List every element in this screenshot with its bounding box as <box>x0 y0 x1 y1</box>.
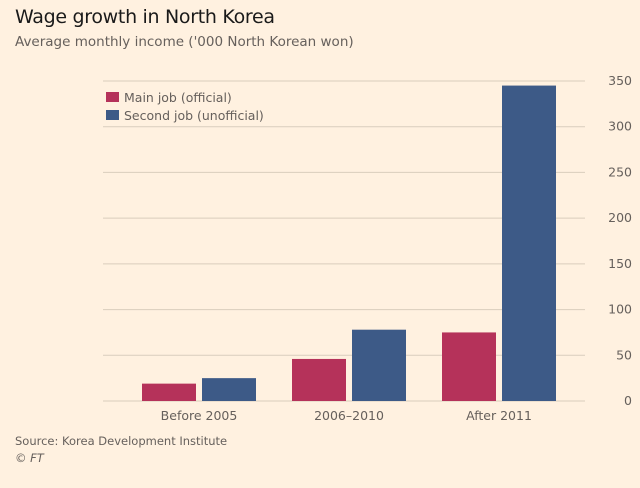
legend-label: Main job (official) <box>124 90 232 105</box>
y-tick-label: 100 <box>608 302 632 317</box>
y-tick-label: 50 <box>616 347 632 362</box>
legend-swatch <box>106 110 119 120</box>
chart-subtitle: Average monthly income ('000 North Korea… <box>15 34 354 50</box>
x-tick-label: Before 2005 <box>161 408 238 423</box>
legend-label: Second job (unofficial) <box>124 108 264 123</box>
y-tick-label: 350 <box>608 73 632 88</box>
x-tick-label: After 2011 <box>466 408 532 423</box>
bar-main-job <box>292 358 346 401</box>
credit-note: © FT <box>15 451 44 465</box>
y-tick-label: 250 <box>608 164 632 179</box>
source-note: Source: Korea Development Institute <box>15 434 228 448</box>
legend-swatch <box>106 92 119 102</box>
bar-main-job <box>442 332 496 401</box>
x-tick-label: 2006–2010 <box>314 408 384 423</box>
bar-second-job <box>352 329 406 401</box>
y-tick-label: 200 <box>608 210 632 225</box>
bar-second-job <box>502 85 556 402</box>
y-tick-label: 300 <box>608 119 632 134</box>
y-tick-label: 150 <box>608 256 632 271</box>
bar-main-job <box>142 383 196 401</box>
bar-second-job <box>202 378 256 401</box>
chart-title: Wage growth in North Korea <box>15 6 275 28</box>
y-tick-label: 0 <box>624 393 632 408</box>
